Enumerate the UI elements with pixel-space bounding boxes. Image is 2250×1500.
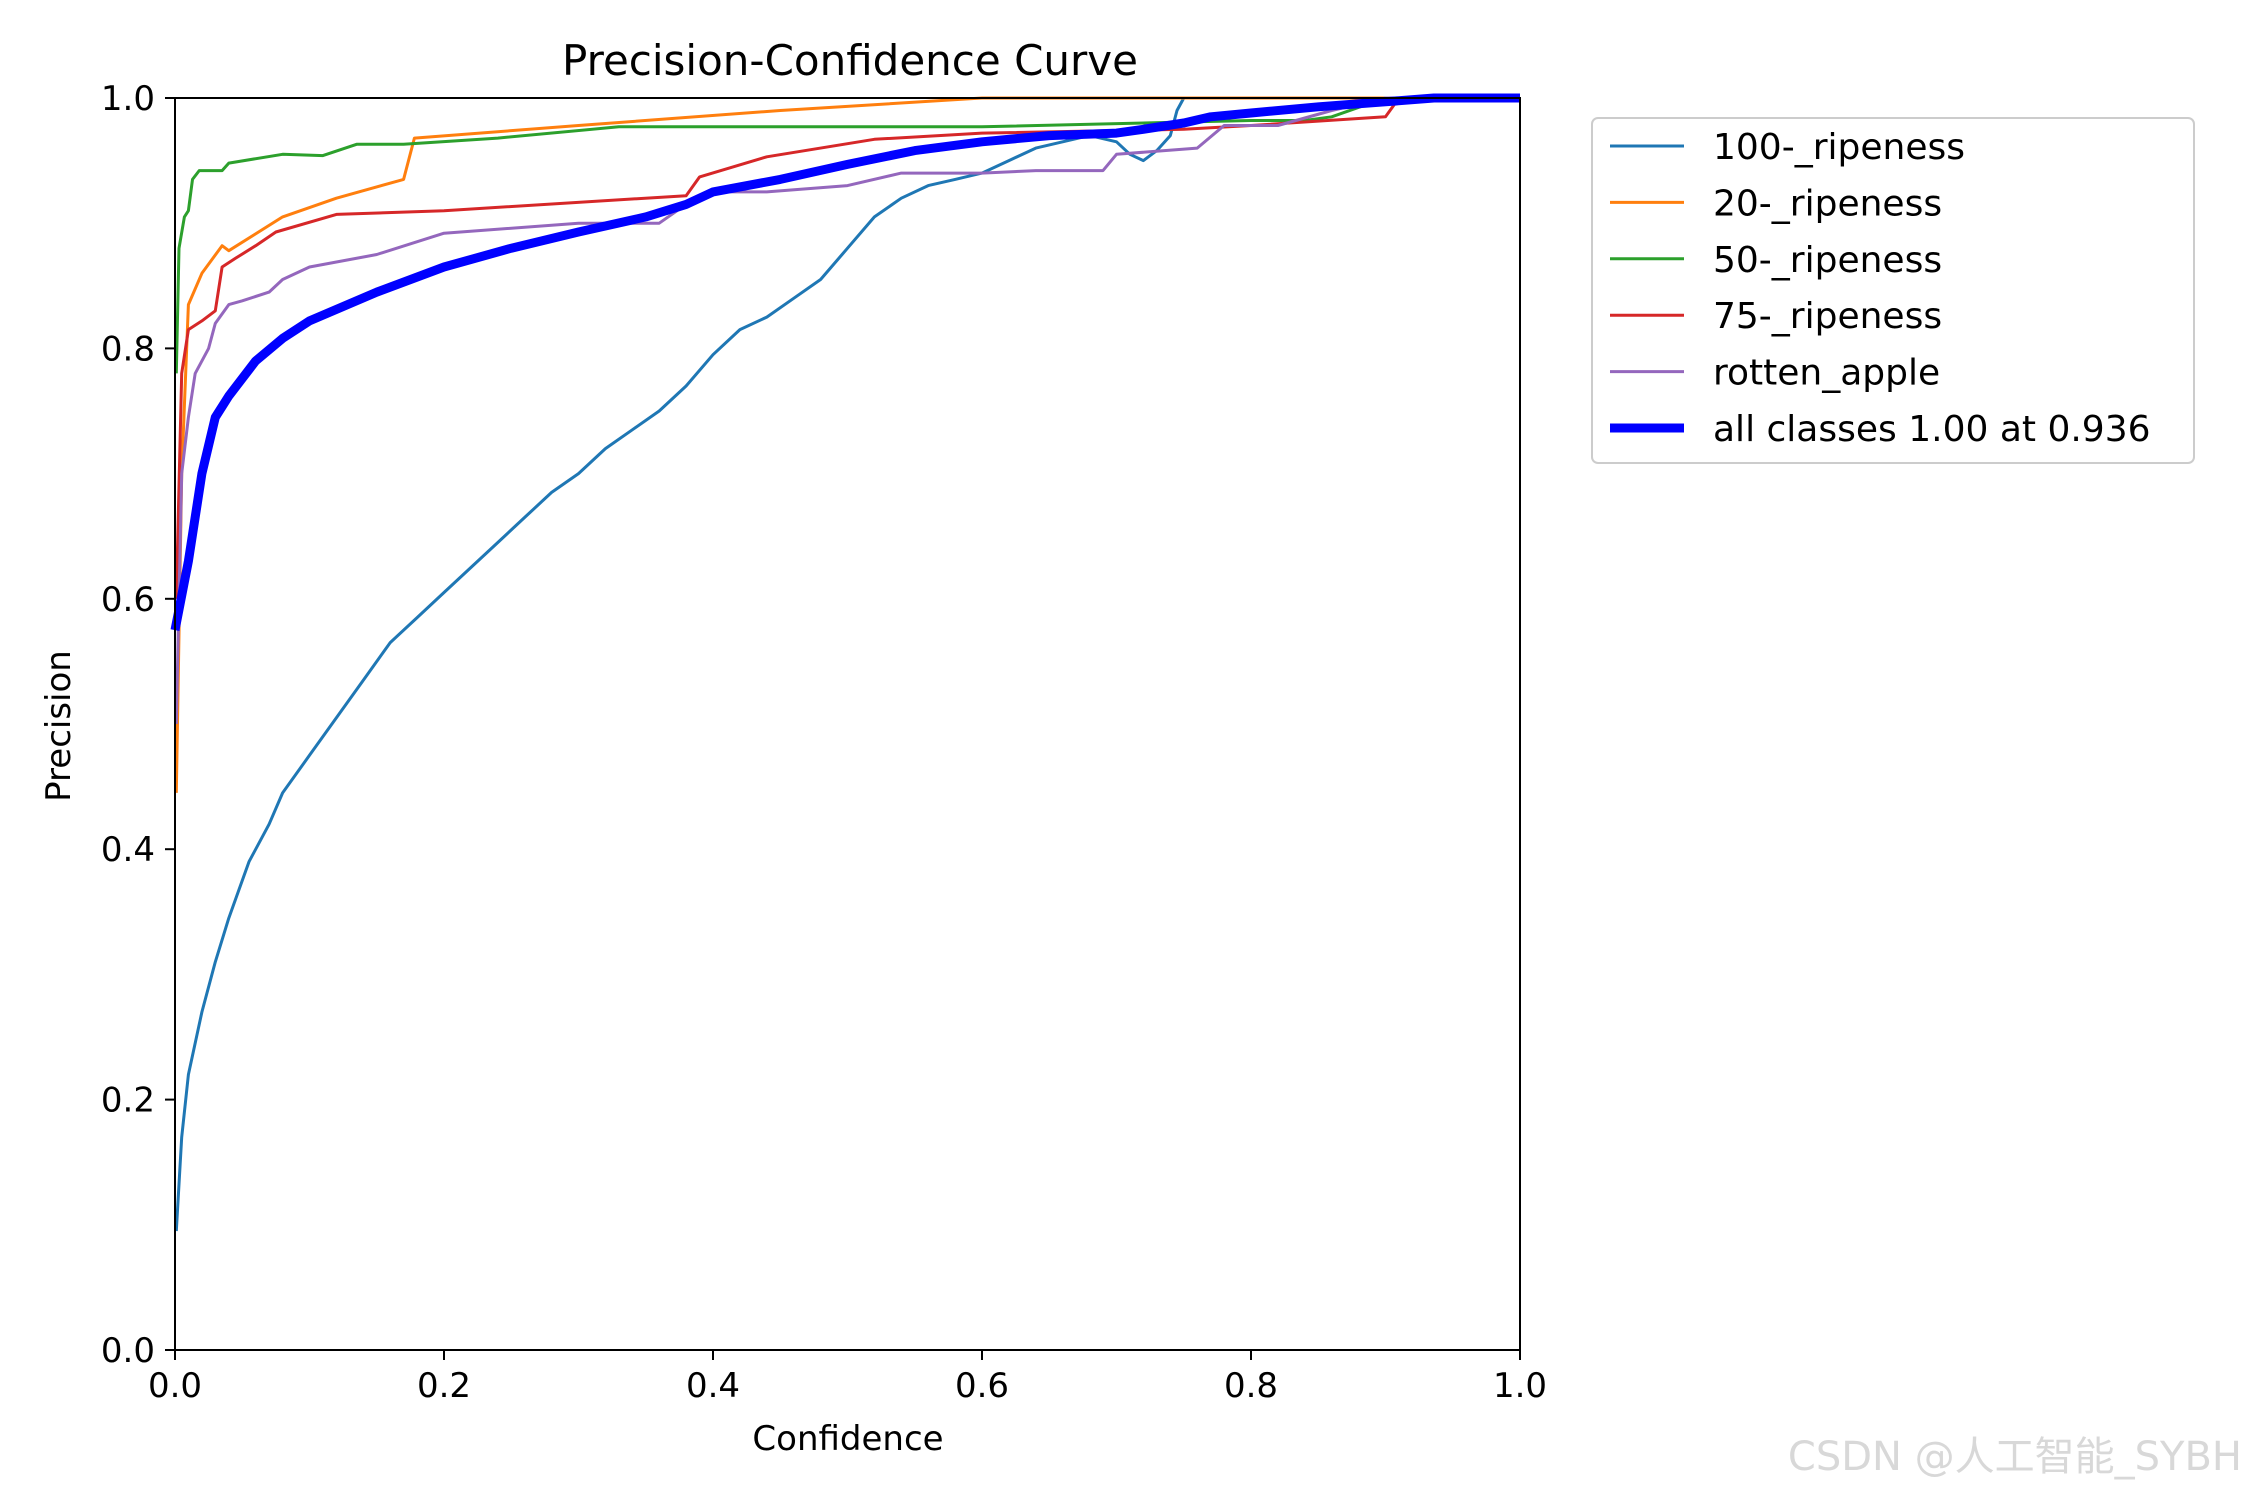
y-tick-label: 0.4	[101, 830, 155, 870]
x-tick-label: 0.6	[955, 1366, 1009, 1406]
y-tick-label: 1.0	[101, 79, 155, 119]
x-tick-label: 1.0	[1493, 1366, 1547, 1406]
watermark: CSDN @人工智能_SYBH	[1787, 1434, 2242, 1480]
legend-label-5: all classes 1.00 at 0.936	[1713, 409, 2151, 450]
x-tick-label: 0.4	[686, 1366, 740, 1406]
x-tick-label: 0.0	[148, 1366, 202, 1406]
series-line-2	[174, 96, 1520, 374]
chart-title: Precision-Confidence Curve	[562, 36, 1138, 85]
series-layer	[170, 93, 1520, 1232]
series-line-5	[170, 93, 1520, 631]
series-line-1	[174, 96, 1520, 793]
series-line-3	[174, 96, 1520, 599]
legend-label-1: 20-_ripeness	[1713, 183, 1942, 224]
legend-label-2: 50-_ripeness	[1713, 240, 1942, 281]
legend-label-0: 100-_ripeness	[1713, 127, 1965, 168]
ticks-layer: 0.0 0.2 0.4 0.6 0.8 1.0 0.0 0.2 0.4 0.6 0.8 1.0	[101, 79, 1547, 1406]
series-line-0	[174, 96, 1520, 1232]
x-axis-label: Confidence	[752, 1419, 943, 1459]
legend: 100-_ripeness 20-_ripeness 50-_ripeness 75-…	[1591, 117, 2195, 464]
x-tick-label: 0.8	[1224, 1366, 1278, 1406]
y-tick-label: 0.2	[101, 1081, 155, 1121]
y-tick-label: 0.0	[101, 1331, 155, 1371]
y-axis-label: Precision	[39, 650, 79, 802]
x-tick-label: 0.2	[417, 1366, 471, 1406]
plot-frame	[174, 97, 1521, 1351]
series-line-4	[174, 96, 1520, 725]
legend-label-4: rotten_apple	[1713, 353, 1940, 394]
y-tick-label: 0.6	[101, 580, 155, 620]
legend-box	[1591, 117, 2195, 464]
y-tick-label: 0.8	[101, 329, 155, 369]
legend-label-3: 75-_ripeness	[1713, 296, 1942, 337]
legend-items: 100-_ripeness 20-_ripeness 50-_ripeness 75-…	[1610, 127, 2151, 450]
